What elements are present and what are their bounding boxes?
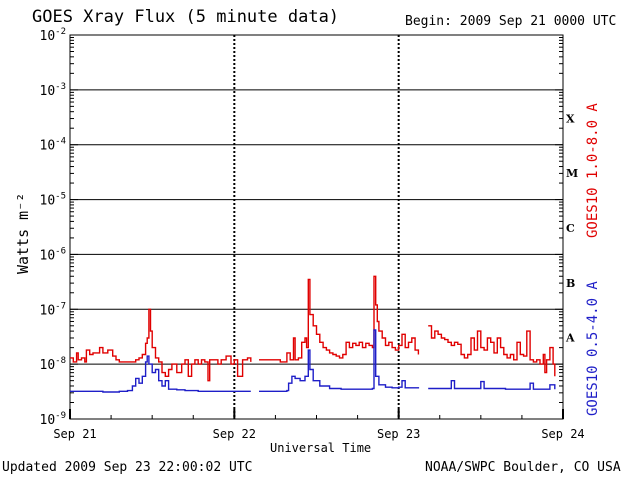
y-tick-label: 10-9 — [40, 411, 67, 428]
plot-frame — [69, 34, 564, 420]
flare-class-label: C — [566, 222, 575, 235]
x-tick-label: Sep 21 — [53, 427, 96, 441]
y-tick-label: 10-2 — [40, 27, 67, 44]
y-tick-label: 10-4 — [40, 137, 67, 154]
series-short-line — [428, 380, 556, 390]
begin-time: Begin: 2009 Sep 21 0000 UTC — [405, 14, 617, 29]
x-tick-label: Sep 22 — [213, 427, 256, 441]
series-short-line — [259, 329, 420, 392]
y-tick-label: 10-7 — [40, 301, 67, 318]
x-tick-label: Sep 24 — [541, 427, 584, 441]
y-tick-label: 10-8 — [40, 356, 67, 373]
series-long-line — [70, 308, 252, 382]
series-long-line — [259, 275, 420, 363]
chart-title: GOES Xray Flux (5 minute data) — [32, 7, 340, 27]
y-tick-label: 10-6 — [40, 246, 67, 263]
flare-class-label: B — [566, 277, 575, 290]
y-tick-label: 10-5 — [40, 192, 67, 209]
flare-class-label: X — [566, 112, 575, 125]
flare-class-label: A — [565, 332, 575, 345]
series-long-line — [428, 325, 556, 377]
credit-line: NOAA/SWPC Boulder, CO USA — [425, 460, 621, 475]
flare-class-label: M — [566, 167, 578, 180]
x-tick-label: Sep 23 — [377, 427, 420, 441]
updated-timestamp: Updated 2009 Sep 23 22:00:02 UTC — [2, 460, 253, 475]
series-short-line — [70, 355, 251, 393]
x-axis-label: Universal Time — [270, 441, 372, 455]
y-tick-label: 10-3 — [40, 82, 67, 99]
